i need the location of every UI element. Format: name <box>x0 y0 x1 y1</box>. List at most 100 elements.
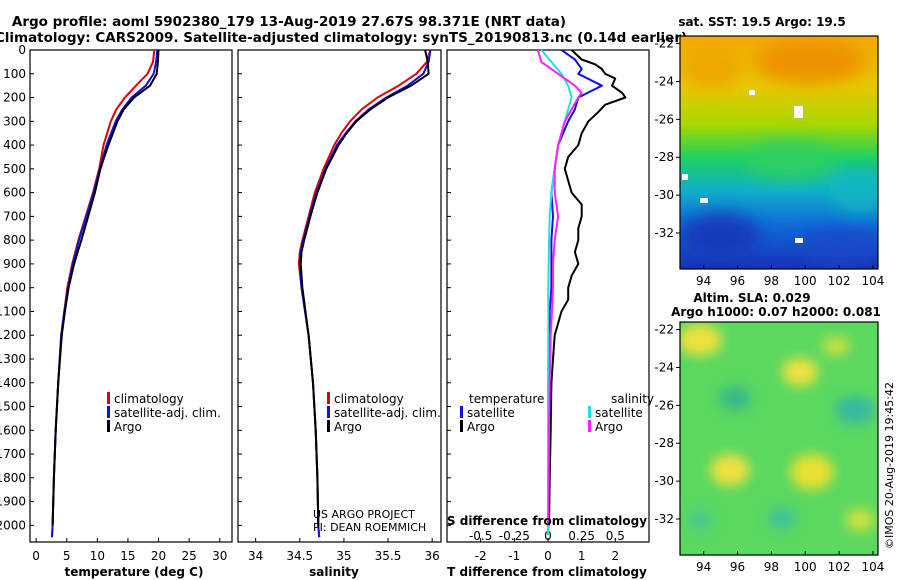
sst-warm-patch <box>682 50 742 90</box>
sla-map <box>680 322 878 555</box>
salinity-x-tick-label: 34 <box>248 549 263 563</box>
sla-low <box>688 510 712 530</box>
sla-map-y-tick-label: -30 <box>654 474 674 488</box>
depth-tick-label: 1600 <box>0 423 26 437</box>
cloud-gap <box>700 198 708 203</box>
sst-map-y-tick-label: -24 <box>654 74 674 88</box>
sla-map-y-tick-label: -32 <box>654 512 674 526</box>
legend-label-sal-argo: Argo <box>595 420 623 434</box>
legend-swatch-satellite <box>327 406 330 418</box>
temperature-x-tick-label: 30 <box>212 549 227 563</box>
sla-map-x-tick-label: 96 <box>730 560 745 574</box>
cloud-gap <box>682 174 688 180</box>
difference-x2label: S difference from climatology <box>447 514 647 528</box>
sst-map-y-tick-label: -22 <box>654 37 674 51</box>
legend-label-satellite: satellite-adj. clim. <box>114 406 221 420</box>
difference-x2-tick-label: 0.5 <box>606 529 625 543</box>
salinity-plot-frame <box>237 49 442 543</box>
sst-map <box>680 36 878 269</box>
sst-map-x-tick-label: 100 <box>794 274 817 288</box>
temperature-legend: climatology satellite-adj. clim. Argo <box>107 392 221 434</box>
sla-map-x-tick-label: 98 <box>764 560 779 574</box>
sla-map-y-tick-label: -24 <box>654 360 674 374</box>
temperature-x-tick-label: 25 <box>182 549 197 563</box>
sla-low <box>835 396 875 424</box>
legend-label-argo: Argo <box>334 420 362 434</box>
sla-map-y-tick-label: -28 <box>654 436 674 450</box>
sla-high <box>845 508 875 532</box>
difference-series-salinity-satellite <box>540 49 573 535</box>
sst-map-y-tick-label: -28 <box>654 150 674 164</box>
depth-tick-label: 300 <box>3 114 26 128</box>
legend-title-salinity: salinity <box>611 392 654 406</box>
depth-tick-label: 900 <box>3 257 26 271</box>
title-line-2: Climatology: CARS2009. Satellite-adjuste… <box>0 30 687 46</box>
legend-swatch-argo <box>107 420 110 432</box>
legend-label-satellite: satellite-adj. clim. <box>334 406 441 420</box>
sst-map-x-tick-label: 104 <box>861 274 884 288</box>
depth-tick-label: 1800 <box>0 471 26 485</box>
temperature-panel: 0 5 10 15 20 25 30 <box>32 49 227 563</box>
sla-map-x-tick-label: 100 <box>794 560 817 574</box>
cloud-gap <box>794 106 803 118</box>
sla-low <box>719 386 751 410</box>
salinity-legend: climatology satellite-adj. clim. Argo <box>327 392 441 434</box>
difference-x-tick-label: 2 <box>612 549 620 563</box>
temperature-x-tick-label: 20 <box>151 549 166 563</box>
difference-x2-tick-label: -0.5 <box>469 529 492 543</box>
temperature-x-tick-label: 5 <box>63 549 71 563</box>
salinity-x-tick-label: 35 <box>336 549 351 563</box>
salinity-panel: 34 34.5 35 35.5 36 <box>248 49 440 563</box>
legend-swatch-satellite <box>107 406 110 418</box>
sst-cool-tongue <box>830 168 878 212</box>
difference-x-tick-label: -1 <box>508 549 520 563</box>
difference-legend: temperature salinity satellite Argo sate… <box>460 392 654 434</box>
sla-high <box>822 336 850 356</box>
sla-high <box>790 454 834 490</box>
cloud-gap <box>795 238 803 243</box>
difference-series-salinity-argo <box>536 49 583 526</box>
sla-map-x-tick-label: 102 <box>828 560 851 574</box>
difference-x-tick-label: 0 <box>544 549 552 563</box>
depth-tick-label: 1700 <box>0 447 26 461</box>
depth-tick-label: 700 <box>3 209 26 223</box>
sst-map-frame <box>679 35 879 270</box>
salinity-series-argo <box>299 49 430 526</box>
difference-panel: -2 -1 0 1 2 -0.5 -0.25 0 0.25 0.5 <box>469 49 627 563</box>
temperature-xlabel: temperature (deg C) <box>65 565 204 579</box>
temperature-series-argo <box>51 49 160 526</box>
difference-x2-tick-label: 0.25 <box>568 529 595 543</box>
legend-swatch-argo <box>327 420 330 432</box>
legend-label-argo: Argo <box>114 420 142 434</box>
sla-map-axes: 94 96 98 100 102 104 -22 -24 -26 -28 -30 -32 <box>654 323 884 574</box>
sla-map-title-1: Altim. SLA: 0.029 <box>693 291 810 305</box>
sst-cool-tongue <box>745 140 835 180</box>
depth-tick-label: 1500 <box>0 400 26 414</box>
legend-label-temp-satellite: satellite <box>467 406 515 420</box>
sst-map-axes: 94 96 98 100 102 104 -22 -24 -26 -28 -30 -32 <box>654 37 884 288</box>
title-line-1: Argo profile: aoml 5902380_179 13-Aug-20… <box>12 14 566 30</box>
depth-tick-label: 600 <box>3 186 26 200</box>
temperature-plot-frame <box>29 49 233 543</box>
sst-map-x-tick-label: 102 <box>828 274 851 288</box>
imos-watermark: ©IMOS 20-Aug-2019 19:45:42 <box>883 382 896 549</box>
sst-map-title: sat. SST: 19.5 Argo: 19.5 <box>678 15 845 29</box>
depth-tick-label: 800 <box>3 233 26 247</box>
depth-tick-label: 1100 <box>0 304 26 318</box>
sst-map-y-tick-label: -26 <box>654 112 674 126</box>
sla-map-y-tick-label: -22 <box>654 323 674 337</box>
legend-label-climatology: climatology <box>114 392 184 406</box>
difference-x-tick-label: 1 <box>578 549 586 563</box>
sst-map-y-tick-label: -32 <box>654 226 674 240</box>
difference-xlabel: T difference from climatology <box>447 565 647 579</box>
legend-title-temperature: temperature <box>469 392 544 406</box>
temperature-x-tick-label: 0 <box>32 549 40 563</box>
credit-line-2: PI: DEAN ROEMMICH <box>313 521 426 534</box>
sst-map-x-tick-label: 94 <box>696 274 711 288</box>
sst-map-x-tick-label: 98 <box>764 274 779 288</box>
legend-swatch-sal-satellite <box>588 406 591 418</box>
salinity-x-tick-label: 35.5 <box>375 549 402 563</box>
legend-label-temp-argo: Argo <box>467 420 495 434</box>
